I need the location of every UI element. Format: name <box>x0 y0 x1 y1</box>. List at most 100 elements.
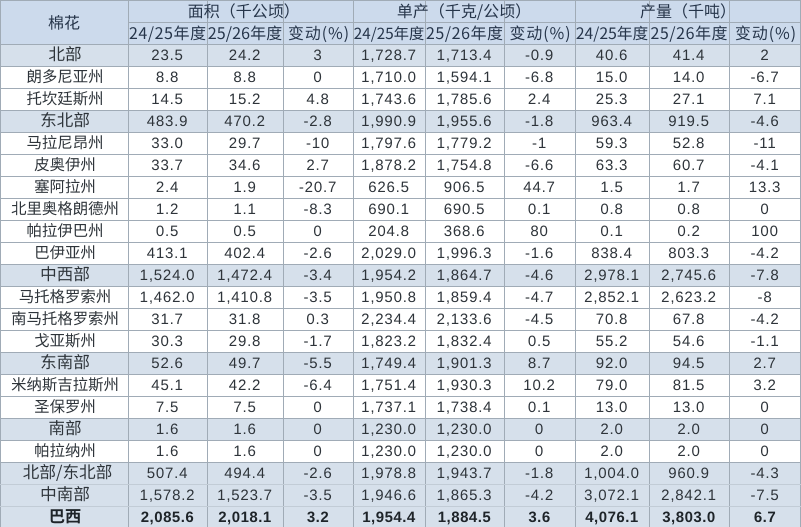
svg-text:40.6: 40.6 <box>596 47 628 64</box>
svg-text:1,954.2: 1,954.2 <box>361 267 417 284</box>
svg-text:626.5: 626.5 <box>368 179 410 196</box>
svg-text:0.2: 0.2 <box>677 223 700 240</box>
svg-text:70.8: 70.8 <box>596 311 628 328</box>
svg-text:-4.6: -4.6 <box>750 113 779 130</box>
svg-text:1,737.1: 1,737.1 <box>361 399 417 416</box>
svg-text:1,954.4: 1,954.4 <box>362 509 416 526</box>
svg-text:1,878.2: 1,878.2 <box>361 157 417 174</box>
svg-text:1,738.4: 1,738.4 <box>437 399 493 416</box>
svg-text:0.1: 0.1 <box>528 201 551 218</box>
svg-text:1,946.6: 1,946.6 <box>361 487 417 504</box>
svg-text:2,029.0: 2,029.0 <box>361 245 417 262</box>
svg-text:2,978.1: 2,978.1 <box>584 267 640 284</box>
svg-text:3,803.0: 3,803.0 <box>662 509 716 526</box>
svg-text:1,884.5: 1,884.5 <box>438 509 492 526</box>
svg-text:10.2: 10.2 <box>523 377 555 394</box>
svg-text:14.0: 14.0 <box>673 69 705 86</box>
svg-text:1,859.4: 1,859.4 <box>437 289 493 306</box>
svg-text:2,842.1: 2,842.1 <box>661 487 717 504</box>
svg-text:1,713.4: 1,713.4 <box>437 47 493 64</box>
svg-text:1.7: 1.7 <box>677 179 700 196</box>
svg-text:100: 100 <box>751 223 778 240</box>
svg-text:13.3: 13.3 <box>749 179 781 196</box>
svg-text:-1.6: -1.6 <box>525 245 554 262</box>
svg-text:-11: -11 <box>754 135 777 152</box>
svg-text:33.7: 33.7 <box>151 157 183 174</box>
svg-text:1,955.6: 1,955.6 <box>437 113 493 130</box>
svg-text:24.2: 24.2 <box>229 47 261 64</box>
svg-text:1,832.4: 1,832.4 <box>437 333 493 350</box>
svg-text:15.2: 15.2 <box>229 91 261 108</box>
svg-text:8.8: 8.8 <box>156 69 179 86</box>
svg-text:-2.6: -2.6 <box>303 465 332 482</box>
svg-text:1,978.8: 1,978.8 <box>361 465 417 482</box>
svg-text:1,865.3: 1,865.3 <box>437 487 493 504</box>
svg-text:1,462.0: 1,462.0 <box>140 289 196 306</box>
svg-text:-4.5: -4.5 <box>525 311 554 328</box>
svg-text:54.6: 54.6 <box>673 333 705 350</box>
svg-text:63.3: 63.3 <box>596 157 628 174</box>
svg-text:838.4: 838.4 <box>591 245 633 262</box>
svg-text:-6.7: -6.7 <box>750 69 779 86</box>
svg-text:-0.9: -0.9 <box>525 47 554 64</box>
svg-text:-2.8: -2.8 <box>303 113 332 130</box>
svg-text:1,743.6: 1,743.6 <box>361 91 417 108</box>
svg-text:-3.5: -3.5 <box>303 289 332 306</box>
svg-text:0.8: 0.8 <box>677 201 700 218</box>
svg-text:42.2: 42.2 <box>229 377 261 394</box>
svg-text:1,797.6: 1,797.6 <box>361 135 417 152</box>
svg-text:2,623.2: 2,623.2 <box>661 289 717 306</box>
svg-text:3: 3 <box>313 47 322 64</box>
svg-text:1,996.3: 1,996.3 <box>437 245 493 262</box>
svg-text:1,864.7: 1,864.7 <box>437 267 493 284</box>
svg-text:13.0: 13.0 <box>673 399 705 416</box>
svg-text:402.4: 402.4 <box>224 245 266 262</box>
svg-text:483.9: 483.9 <box>147 113 189 130</box>
svg-text:80: 80 <box>530 223 548 240</box>
svg-text:52.6: 52.6 <box>151 355 183 372</box>
svg-text:1.6: 1.6 <box>156 421 179 438</box>
svg-text:0.5: 0.5 <box>233 223 256 240</box>
svg-text:-1: -1 <box>532 135 547 152</box>
svg-text:-1.8: -1.8 <box>525 113 554 130</box>
svg-text:0: 0 <box>313 443 322 460</box>
svg-text:963.4: 963.4 <box>591 113 633 130</box>
svg-text:-4.2: -4.2 <box>750 245 779 262</box>
svg-text:-3.5: -3.5 <box>303 487 332 504</box>
svg-text:1.9: 1.9 <box>233 179 256 196</box>
svg-text:1,950.8: 1,950.8 <box>361 289 417 306</box>
svg-text:1,943.7: 1,943.7 <box>437 465 493 482</box>
svg-text:6.7: 6.7 <box>754 509 776 526</box>
svg-text:1,754.8: 1,754.8 <box>437 157 493 174</box>
svg-text:0: 0 <box>760 443 769 460</box>
svg-text:-20.7: -20.7 <box>299 179 337 196</box>
svg-text:-8.3: -8.3 <box>303 201 332 218</box>
svg-text:0.1: 0.1 <box>600 223 623 240</box>
svg-text:919.5: 919.5 <box>668 113 710 130</box>
svg-text:0: 0 <box>313 223 322 240</box>
svg-text:79.0: 79.0 <box>596 377 628 394</box>
svg-text:1.6: 1.6 <box>156 443 179 460</box>
svg-text:1,728.7: 1,728.7 <box>361 47 417 64</box>
svg-text:1,230.0: 1,230.0 <box>361 443 417 460</box>
svg-text:-2.6: -2.6 <box>303 245 332 262</box>
svg-text:2,085.6: 2,085.6 <box>141 509 195 526</box>
svg-text:0: 0 <box>313 399 322 416</box>
svg-text:3.2: 3.2 <box>753 377 776 394</box>
svg-text:494.4: 494.4 <box>224 465 266 482</box>
svg-text:13.0: 13.0 <box>596 399 628 416</box>
svg-text:-4.7: -4.7 <box>525 289 554 306</box>
svg-text:0: 0 <box>760 421 769 438</box>
svg-text:59.3: 59.3 <box>596 135 628 152</box>
svg-text:1,594.1: 1,594.1 <box>437 69 493 86</box>
svg-text:906.5: 906.5 <box>444 179 486 196</box>
svg-text:1,930.3: 1,930.3 <box>437 377 493 394</box>
svg-text:23.5: 23.5 <box>151 47 183 64</box>
svg-text:0: 0 <box>535 443 544 460</box>
svg-text:690.5: 690.5 <box>444 201 486 218</box>
svg-text:0.5: 0.5 <box>156 223 179 240</box>
svg-text:3.2: 3.2 <box>307 509 329 526</box>
svg-text:0.8: 0.8 <box>600 201 623 218</box>
svg-text:2.0: 2.0 <box>677 443 700 460</box>
svg-text:-6.4: -6.4 <box>303 377 332 394</box>
